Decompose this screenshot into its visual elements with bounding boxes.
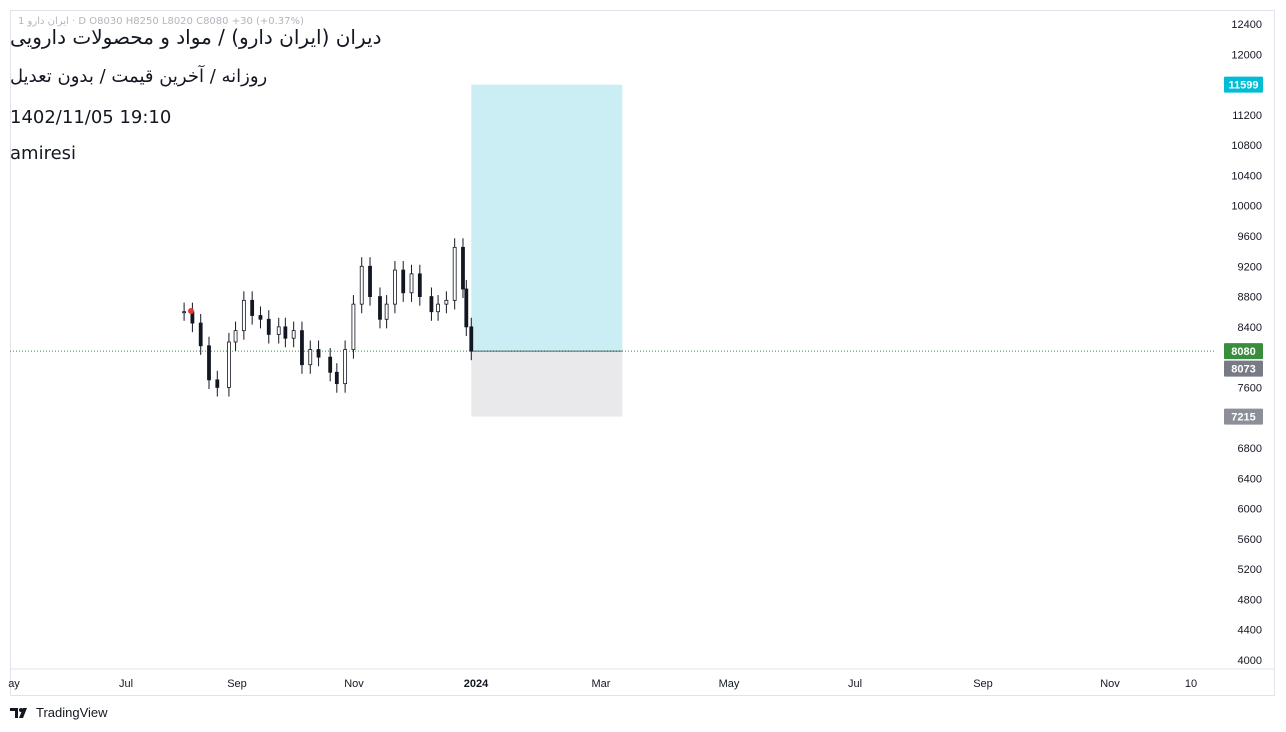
tradingview-brand[interactable]: TradingView <box>36 705 108 720</box>
price-axis[interactable]: 12400 12000 11200 10800 10400 10000 9600 9200 88… <box>1231 19 1262 667</box>
candle-body <box>378 296 382 320</box>
candle-body <box>417 273 422 297</box>
candle-body <box>436 303 440 313</box>
stop-price-tag <box>1224 408 1263 425</box>
y-tick-label: 12000 <box>1231 49 1262 61</box>
footer: TradingView <box>10 705 108 720</box>
ohlc-legend: 1 ایران دارو · D O8030 H8250 L8020 C8080… <box>18 16 304 27</box>
y-tick-label: 4800 <box>1238 594 1262 606</box>
y-tick-label: 5200 <box>1238 564 1262 576</box>
candle-body <box>461 246 465 290</box>
candle-body <box>343 349 348 385</box>
candle-body <box>452 246 457 301</box>
candle-body <box>368 265 372 297</box>
time-axis[interactable]: ay Jul Sep Nov 2024 Mar May Jul Sep Nov 10 <box>8 678 1197 690</box>
candle-body <box>351 303 356 350</box>
chart-title: دیران (ایران دارو) / مواد و محصولات دارو… <box>10 25 382 49</box>
last-price-tag-label: 8080 <box>1231 346 1255 358</box>
y-tick-label: 11200 <box>1232 110 1262 122</box>
y-tick-label: 8800 <box>1238 292 1262 304</box>
candle-body <box>464 288 469 328</box>
x-tick-label: Sep <box>973 678 993 690</box>
candle-body <box>308 349 313 366</box>
candle-body <box>182 311 187 314</box>
candle-body <box>241 299 246 332</box>
x-tick-label: 10 <box>1185 678 1197 690</box>
y-tick-label: 5600 <box>1238 534 1262 546</box>
y-tick-label: 4400 <box>1238 625 1262 637</box>
candle-body <box>266 318 271 335</box>
candle-body <box>334 371 339 385</box>
price-tags: 11599 8080 8073 7215 <box>1224 76 1263 425</box>
y-tick-label: 6800 <box>1238 443 1262 455</box>
candle-body <box>401 269 406 294</box>
candle-body <box>198 322 203 347</box>
chart-author: amiresi <box>10 143 77 164</box>
x-tick-label: Nov <box>1100 678 1120 690</box>
chart-subtitle: روزانه / آخرین قیمت / بدون تعدیل <box>10 66 268 87</box>
target-zone[interactable] <box>471 84 623 352</box>
y-tick-label: 7600 <box>1238 382 1262 394</box>
y-tick-label: 8400 <box>1238 322 1262 334</box>
candle-body <box>291 330 296 339</box>
x-tick-label: Jul <box>848 678 862 690</box>
y-tick-label: 9200 <box>1238 261 1262 273</box>
candle-body <box>469 326 474 352</box>
tradingview-logo-icon[interactable] <box>10 707 32 719</box>
candle-body <box>393 269 397 305</box>
candle-body <box>227 341 231 388</box>
y-tick-label: 12400 <box>1231 19 1262 31</box>
candle-body <box>300 330 304 366</box>
y-tick-label: 10400 <box>1231 170 1262 182</box>
candles <box>182 238 474 397</box>
prev-close-tag-label: 8073 <box>1231 364 1255 376</box>
candle-body <box>328 356 333 373</box>
x-tick-label: 2024 <box>464 678 489 690</box>
x-tick-label: Sep <box>227 678 247 690</box>
candle-body <box>250 299 255 316</box>
last-price-tag <box>1224 343 1263 360</box>
stop-price-tag-label: 7215 <box>1231 412 1255 424</box>
x-tick-label: ay <box>8 678 20 690</box>
candle-body <box>409 273 414 294</box>
candle-body <box>384 303 389 320</box>
candle-body <box>276 326 281 335</box>
y-tick-label: 9600 <box>1238 231 1262 243</box>
x-tick-label: May <box>719 678 740 690</box>
candle-body <box>233 330 238 343</box>
chart-datetime: 1402/11/05 19:10 <box>10 107 172 128</box>
candle-body <box>429 296 434 313</box>
candle-body <box>283 326 288 339</box>
y-tick-label: 6400 <box>1238 473 1262 485</box>
target-price-tag-label: 11599 <box>1229 80 1259 92</box>
y-tick-label: 6000 <box>1238 504 1262 516</box>
candle-body <box>207 345 211 381</box>
prev-close-tag <box>1224 360 1263 377</box>
target-price-tag <box>1224 76 1263 93</box>
dividend-marker[interactable] <box>188 308 194 314</box>
x-tick-label: Jul <box>119 678 133 690</box>
candle-body <box>215 379 220 388</box>
x-tick-label: Nov <box>344 678 364 690</box>
candle-body <box>359 265 364 305</box>
x-tick-label: Mar <box>592 678 611 690</box>
y-tick-label: 10800 <box>1231 140 1262 152</box>
y-tick-label: 10000 <box>1231 201 1262 213</box>
candle-body <box>258 315 263 320</box>
candle-body <box>444 299 449 305</box>
candle-body <box>316 349 321 358</box>
chart-frame[interactable] <box>10 10 1275 696</box>
stop-zone[interactable] <box>471 351 623 417</box>
y-tick-label: 4000 <box>1238 655 1262 667</box>
